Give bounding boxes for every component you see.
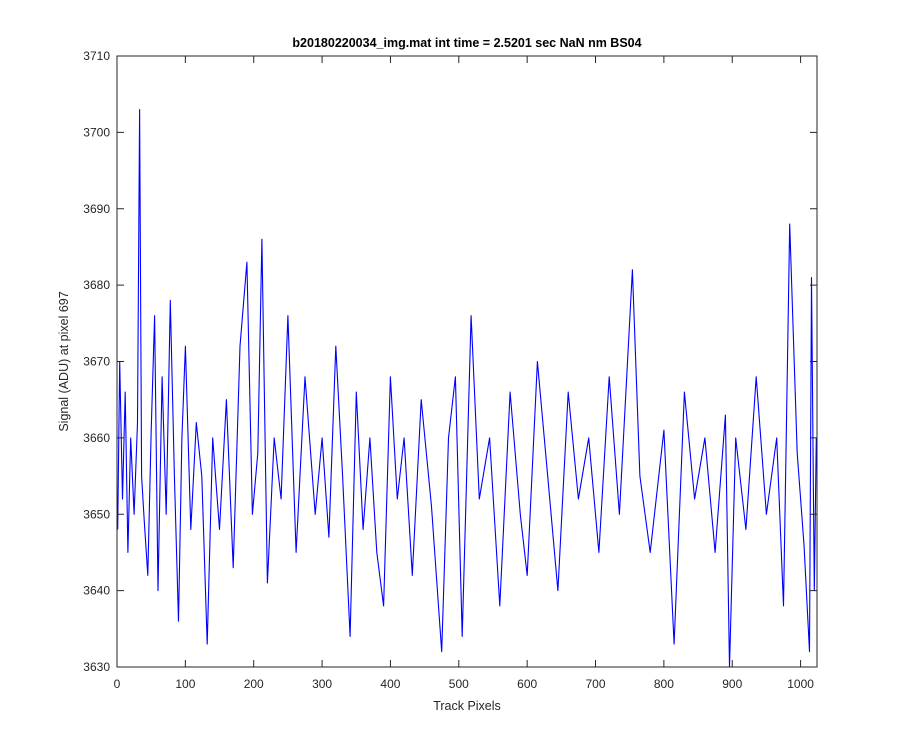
- y-tick-label: 3630: [83, 660, 110, 674]
- x-tick-label: 400: [380, 677, 400, 691]
- y-tick-label: 3690: [83, 202, 110, 216]
- y-axis-label: Signal (ADU) at pixel 697: [57, 291, 71, 431]
- x-tick-label: 900: [722, 677, 742, 691]
- x-tick-label: 800: [654, 677, 674, 691]
- x-tick-label: 600: [517, 677, 537, 691]
- x-tick-label: 100: [175, 677, 195, 691]
- y-tick-label: 3710: [83, 49, 110, 63]
- x-tick-label: 1000: [787, 677, 814, 691]
- y-tick-label: 3680: [83, 278, 110, 292]
- x-tick-label: 0: [114, 677, 121, 691]
- y-tick-label: 3660: [83, 431, 110, 445]
- x-tick-label: 300: [312, 677, 332, 691]
- axes-box: [116, 55, 818, 668]
- series-line-0: [117, 108, 817, 667]
- y-tick-label: 3700: [83, 125, 110, 139]
- chart-title: b20180220034_img.mat int time = 2.5201 s…: [292, 36, 641, 50]
- x-axis-label: Track Pixels: [433, 699, 501, 713]
- x-tick-label: 500: [449, 677, 469, 691]
- x-tick-label: 200: [244, 677, 264, 691]
- y-tick-label: 3670: [83, 355, 110, 369]
- x-tick-label: 700: [586, 677, 606, 691]
- y-tick-label: 3640: [83, 584, 110, 598]
- y-tick-label: 3650: [83, 507, 110, 521]
